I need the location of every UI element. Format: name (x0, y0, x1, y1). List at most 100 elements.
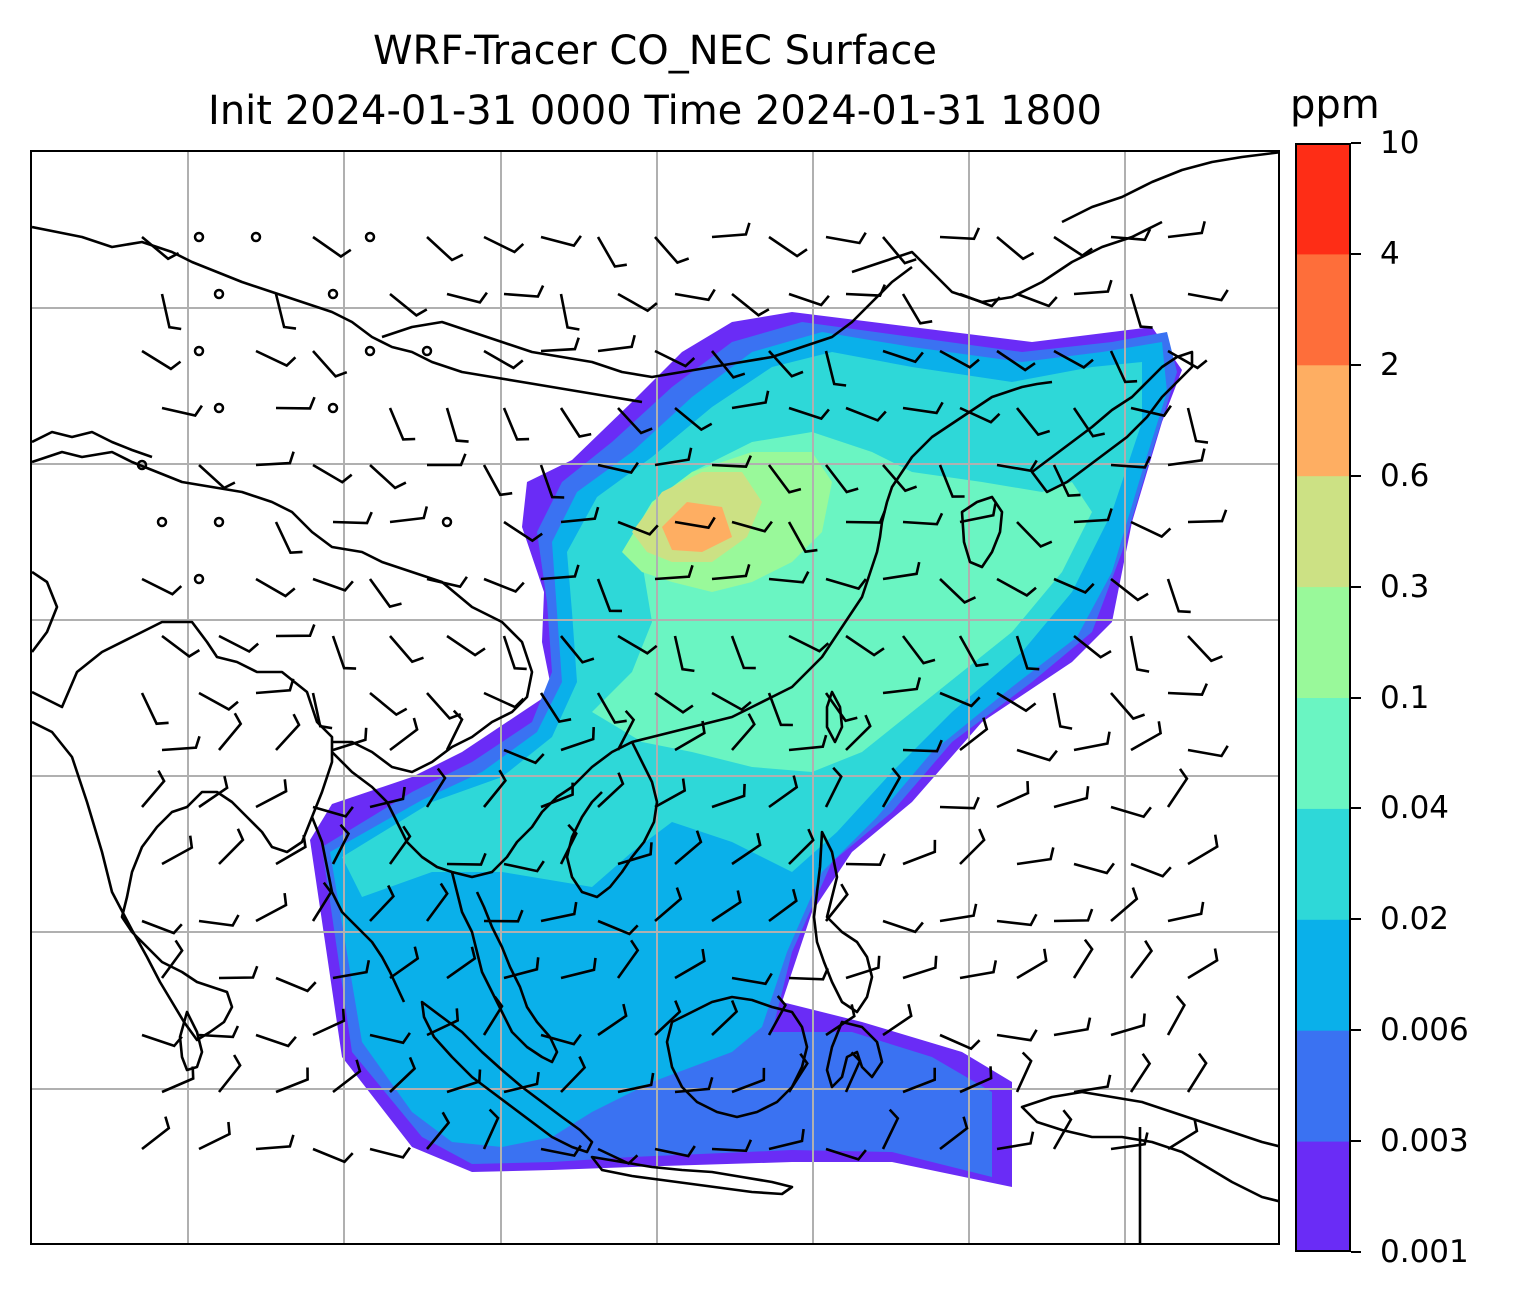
wind-barb (140, 692, 169, 726)
wind-barb (1073, 731, 1111, 752)
wind-barb (1053, 577, 1095, 594)
co-concentration-field (310, 312, 1182, 1187)
colorbar-segment-7 (1295, 364, 1351, 477)
wind-barb (902, 955, 938, 980)
wind-barb (1187, 509, 1228, 524)
wind-barb (1110, 805, 1152, 819)
coastline-mongolia-border (381, 265, 913, 379)
wind-barb (711, 890, 742, 923)
coastline-sri-lanka (178, 1010, 204, 1072)
wind-barb (1110, 692, 1146, 721)
wind-barb (958, 635, 989, 668)
wind-barb (617, 407, 653, 435)
wind-barb (731, 390, 770, 410)
wind-barb (445, 709, 464, 751)
wind-barb (959, 406, 1001, 424)
wind-barb (1129, 293, 1153, 329)
map-canvas (32, 152, 1278, 1243)
wind-barb (674, 288, 716, 302)
wind-barb (389, 506, 429, 524)
wind-barb (825, 1004, 856, 1037)
wind-barb (939, 903, 978, 923)
wind-barb (161, 634, 201, 658)
wind-barb (312, 350, 348, 378)
wind-barb (161, 404, 203, 417)
wind-barb (939, 1033, 981, 1051)
wind-barb (446, 946, 477, 980)
wind-barb (654, 349, 696, 368)
wind-barb (388, 825, 412, 865)
wind-barb (255, 779, 288, 809)
wind-barb (255, 577, 296, 598)
wind-barb (711, 691, 752, 712)
wind-barb (787, 521, 818, 554)
wind-barb (788, 828, 815, 865)
wind-barb (198, 691, 239, 711)
wind-barb (560, 727, 595, 752)
wind-barb (1187, 834, 1219, 866)
map-panel[interactable] (30, 150, 1280, 1245)
wind-barb (731, 1067, 766, 1094)
wind-barb (731, 972, 773, 986)
wind-barb (845, 511, 886, 524)
wind-barb (1016, 748, 1058, 762)
wind-barb (1052, 464, 1081, 498)
wind-barb (445, 407, 469, 443)
wind-barb (446, 852, 487, 866)
wind-barb (996, 1029, 1038, 1042)
colorbar-border (1295, 143, 1351, 1252)
wind-barb (731, 520, 773, 533)
colorbar-tick-mark (1351, 363, 1361, 366)
wind-barb (560, 1056, 587, 1093)
wind-barb (596, 692, 627, 724)
wind-barb (274, 521, 303, 555)
wind-barb (654, 564, 694, 581)
wind-barb (426, 1008, 460, 1037)
wind-barb (882, 464, 918, 493)
wind-barb (902, 839, 937, 866)
wind-barb (845, 853, 886, 867)
wind-barb (331, 823, 351, 865)
wind-barb (768, 1128, 805, 1151)
coastline-new-guinea (1020, 1090, 1278, 1203)
wind-barb (389, 1056, 417, 1093)
wind-barb (1052, 1109, 1073, 1150)
colorbar-tick-label: 0.006 (1380, 1012, 1469, 1049)
wind-barb (1110, 887, 1139, 922)
wind-barb (768, 775, 799, 809)
wind-barb (255, 1134, 295, 1151)
coastline-taiwan (825, 690, 844, 744)
colorbar-tick-label: 2 (1380, 346, 1400, 383)
wind-barb (1130, 721, 1163, 752)
colorbar-unit-label: ppm (1290, 82, 1380, 128)
wind-barb (617, 520, 659, 536)
wind-barb (674, 516, 716, 530)
wind-barb (369, 1032, 411, 1045)
map-gridlines (32, 152, 1278, 1243)
wind-barb (503, 285, 545, 298)
wind-barb (483, 691, 525, 709)
wind-barb (218, 965, 259, 980)
wind-barb (1016, 948, 1048, 980)
calm-wind-marker (193, 231, 205, 243)
wind-barb (1130, 404, 1172, 418)
colorbar-tick-mark (1351, 1251, 1361, 1253)
wind-barb (425, 882, 449, 922)
wind-barb (312, 1008, 346, 1037)
wind-barb (1015, 1051, 1033, 1093)
wind-barb (881, 1108, 900, 1150)
wind-barb (959, 503, 997, 524)
wind-barb (1053, 235, 1093, 258)
wind-barb (996, 1131, 1035, 1151)
wind-barb (388, 407, 416, 441)
wind-barb (368, 578, 402, 609)
wind-barb (161, 835, 194, 866)
wind-barb (560, 506, 600, 524)
wind-barb (788, 634, 830, 653)
wind-barb (825, 232, 867, 245)
wind-barb (427, 453, 467, 467)
wind-barb (731, 292, 770, 317)
colorbar-segment-5 (1295, 586, 1351, 698)
colorbar-tick-mark (1351, 142, 1361, 144)
wind-barb (616, 709, 636, 751)
